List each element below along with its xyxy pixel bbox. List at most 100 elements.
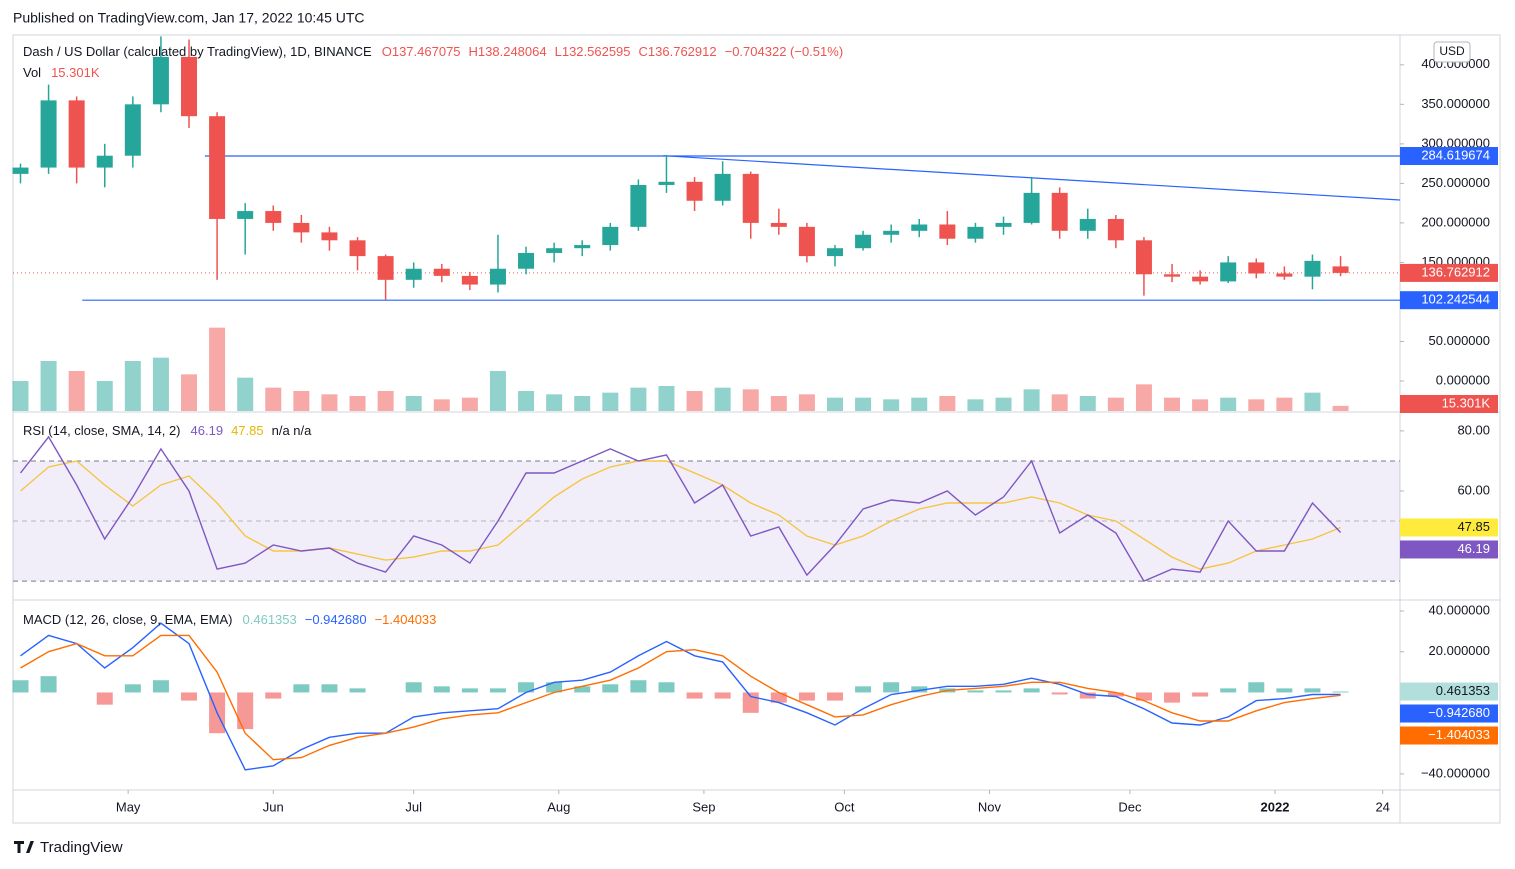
- macd-histogram-bar: [826, 692, 843, 701]
- candle-body: [349, 240, 366, 257]
- macd-histogram-bar: [995, 690, 1012, 693]
- volume-bar: [883, 399, 900, 411]
- price-legend: Dash / US Dollar (calculated by TradingV…: [23, 44, 843, 59]
- volume-bar: [152, 357, 169, 411]
- macd-value-box: [1400, 726, 1498, 745]
- macd-histogram-bar: [293, 684, 310, 693]
- candle-body: [12, 167, 29, 174]
- macd-value-label: −1.404033: [1428, 727, 1490, 742]
- volume-bar: [181, 374, 198, 411]
- candle-body: [939, 224, 956, 239]
- macd-histogram-bar: [1135, 692, 1152, 701]
- line-price-label: 284.619674: [1421, 147, 1490, 162]
- candle-body: [855, 234, 872, 249]
- volume-bar: [770, 396, 787, 411]
- macd-value-label: −0.942680: [1428, 705, 1490, 720]
- macd-histogram-bar: [405, 682, 422, 693]
- volume-bar: [1248, 399, 1265, 411]
- candle-body: [518, 252, 535, 269]
- volume-bar: [995, 397, 1012, 411]
- candle-body: [293, 222, 310, 233]
- volume-bar: [686, 391, 703, 411]
- macd-legend: MACD (12, 26, close, 9, EMA, EMA) 0.46135…: [23, 612, 436, 627]
- macd-histogram-bar: [1164, 692, 1181, 703]
- macd-histogram-bar: [40, 676, 57, 693]
- macd-value: −0.942680: [305, 612, 367, 627]
- volume-bar: [433, 399, 450, 411]
- x-tick-label: Jul: [405, 799, 422, 814]
- volume-bar: [1107, 397, 1124, 411]
- candle-body: [770, 222, 787, 227]
- candle-body: [237, 211, 254, 219]
- volume-bar: [742, 389, 759, 411]
- macd-histogram-bar: [967, 690, 984, 693]
- volume-bar: [1023, 389, 1040, 411]
- macd-histogram-bar: [1332, 691, 1349, 693]
- volume-bar: [405, 396, 422, 411]
- candle-body: [602, 226, 619, 246]
- macd-histogram-bar: [602, 684, 619, 693]
- rsi-value-label: 47.85: [1457, 519, 1490, 534]
- candle-body: [40, 100, 57, 168]
- rsi-line: [20, 460, 1341, 570]
- y-tick-label: 300.000000: [1421, 135, 1490, 150]
- volume-bar: [237, 377, 254, 411]
- symbol-title: Dash / US Dollar (calculated by TradingV…: [23, 44, 372, 59]
- candle-body: [630, 184, 647, 227]
- volume-bar: [12, 381, 29, 411]
- macd-histogram-bar: [630, 680, 647, 693]
- volume-bar: [574, 396, 591, 411]
- rsi-value: 46.19: [191, 423, 224, 438]
- volume-bar: [967, 399, 984, 411]
- candle-body: [461, 275, 478, 285]
- candle-body: [68, 100, 85, 168]
- volume-bar: [96, 381, 113, 411]
- macd-histogram-bar: [798, 692, 815, 701]
- macd-histogram-bar: [883, 682, 900, 693]
- currency-box[interactable]: [1433, 41, 1471, 63]
- macd-histogram-bar: [546, 682, 563, 693]
- candle-body: [1079, 218, 1096, 231]
- candle-body: [826, 248, 843, 257]
- y-tick-label: 60.00: [1457, 482, 1490, 497]
- macd-hist-value: 0.461353: [243, 612, 297, 627]
- x-tick-label: Aug: [547, 799, 570, 814]
- candle-body: [124, 104, 141, 156]
- y-tick-label: −40.000000: [1421, 765, 1490, 780]
- volume-bar: [1192, 399, 1209, 411]
- candle-body: [1276, 273, 1293, 277]
- macd-histogram-bar: [574, 686, 591, 693]
- candle-body: [1304, 260, 1321, 277]
- candle-body: [181, 56, 198, 117]
- volume-bar: [911, 397, 928, 411]
- candle-body: [686, 181, 703, 201]
- y-tick-label: 40.000000: [1429, 602, 1490, 617]
- volume-bar: [855, 397, 872, 411]
- volume-bar: [1276, 397, 1293, 411]
- volume-bar: [1135, 384, 1152, 411]
- macd-histogram-bar: [1248, 682, 1265, 693]
- ohlc-value: O137.467075: [382, 44, 461, 59]
- macd-histogram-bar: [1079, 692, 1096, 699]
- macd-histogram-bar: [855, 686, 872, 693]
- candle-body: [995, 222, 1012, 227]
- y-tick-label: 80.00: [1457, 422, 1490, 437]
- macd-histogram-bar: [96, 692, 113, 705]
- candle-body: [209, 116, 226, 219]
- macd-histogram-bar: [1220, 688, 1237, 693]
- macd-histogram-bar: [181, 692, 198, 701]
- macd-histogram-bar: [321, 684, 338, 693]
- volume-label: 15.301K: [1442, 395, 1491, 410]
- candle-body: [1192, 276, 1209, 282]
- line-price-box: [1400, 291, 1498, 310]
- brand-logo: [14, 841, 34, 853]
- ohlc-change: −0.704322 (−0.51%): [725, 44, 844, 59]
- macd-histogram-bar: [265, 692, 282, 699]
- x-tick-label: Jun: [263, 799, 284, 814]
- y-tick-label: 350.000000: [1421, 96, 1490, 111]
- volume-bar: [68, 371, 85, 411]
- macd-title: MACD (12, 26, close, 9, EMA, EMA): [23, 612, 233, 627]
- line-price-label: 102.242544: [1421, 292, 1490, 307]
- volume-bar: [939, 396, 956, 411]
